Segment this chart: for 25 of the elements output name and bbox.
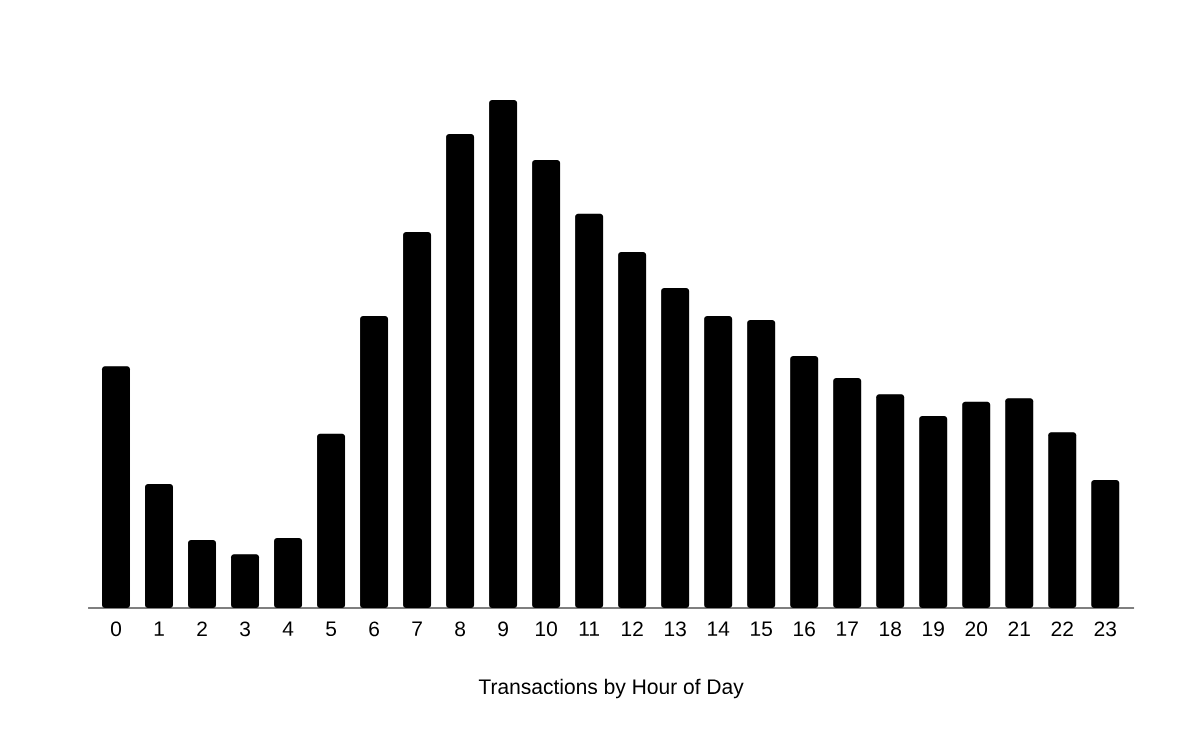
x-tick-label: 6 [369, 621, 379, 637]
x-tick-label: 1 [154, 621, 164, 636]
x-tick-label: 18 [880, 621, 901, 637]
x-tick-label: 9 [498, 621, 508, 637]
x-tick-label: 3 [240, 621, 250, 637]
x-tick-label: 13 [665, 621, 686, 637]
x-tick-label: 12 [622, 621, 643, 637]
x-tick-label: 2 [197, 621, 207, 637]
x-tick-label: 8 [455, 621, 466, 637]
x-tick-label: 11 [579, 621, 599, 636]
x-tick-label: 10 [536, 621, 557, 637]
x-tick-label: 15 [751, 621, 772, 637]
x-tick-label: 4 [282, 621, 294, 636]
x-tick-label: 16 [794, 621, 815, 637]
x-tick-label: 22 [1051, 621, 1073, 637]
x-tick-label: 20 [965, 621, 988, 637]
x-tick-label: 21 [1008, 621, 1030, 637]
x-tick-label: 23 [1094, 621, 1116, 637]
x-tick-label: 14 [708, 621, 730, 636]
x-tick-label: 5 [326, 621, 337, 637]
x-axis-title: Transactions by Hour of Day [478, 678, 744, 699]
x-tick-label: 0 [110, 621, 122, 637]
x-tick-label: 19 [923, 621, 944, 637]
x-tick-label: 7 [412, 621, 422, 636]
x-tick-label: 17 [837, 621, 858, 636]
